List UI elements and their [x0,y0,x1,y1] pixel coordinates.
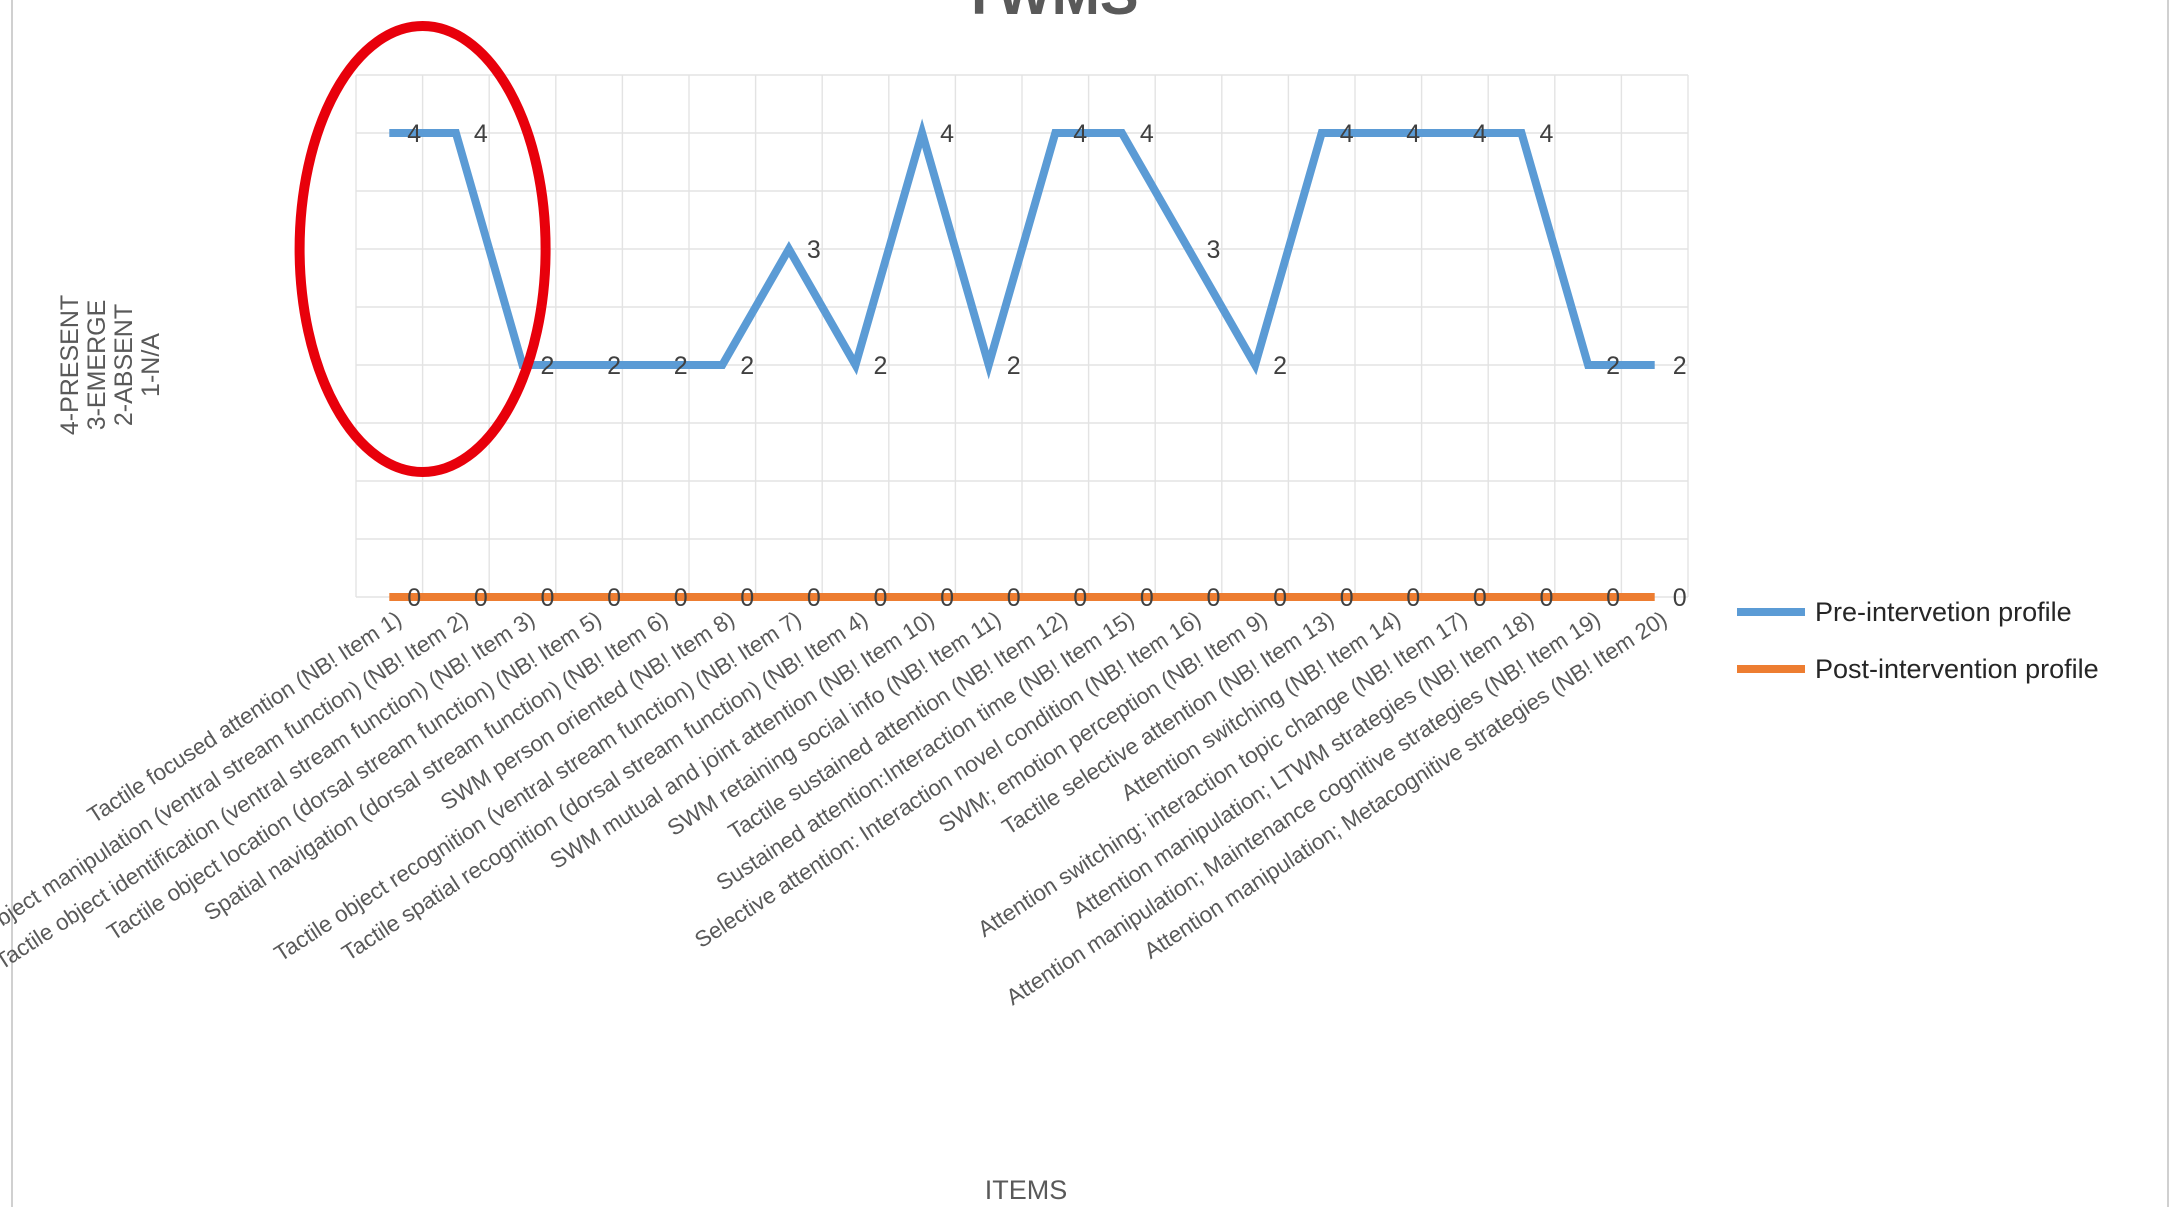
y-axis-label-line: 4-PRESENT [56,295,84,435]
legend: Pre-intervetion profile Post-intervention… [1737,597,2099,684]
data-label: 0 [1406,584,1420,612]
data-label: 2 [541,352,555,380]
data-label: 0 [474,584,488,612]
data-label: 2 [1273,352,1287,380]
data-label: 0 [1207,584,1221,612]
legend-entry: Post-intervention profile [1815,654,2099,684]
data-label: 0 [674,584,688,612]
data-label: 0 [874,584,888,612]
data-label: 0 [1473,584,1487,612]
data-label: 2 [674,352,688,380]
data-label: 2 [607,352,621,380]
y-axis-label-line: 1-N/A [137,333,165,397]
data-label: 2 [1606,352,1620,380]
legend-entry: Pre-intervetion profile [1815,597,2072,627]
data-label: 0 [1340,584,1354,612]
data-label: 0 [1073,584,1087,612]
data-label: 0 [1007,584,1021,612]
data-label: 4 [1540,120,1554,148]
data-label: 4 [1340,120,1354,148]
data-label: 0 [407,584,421,612]
data-label: 0 [1540,584,1554,612]
series [389,118,1655,601]
annotation-ellipse [294,21,551,477]
y-axis-label-line: 2-ABSENT [110,304,138,426]
data-label: 4 [1140,120,1154,148]
data-label: 0 [1606,584,1620,612]
data-label: 0 [1140,584,1154,612]
series-line [389,118,1655,380]
data-label: 4 [1406,120,1420,148]
data-label: 4 [407,120,421,148]
data-label: 2 [1007,352,1021,380]
data-label: 4 [940,120,954,148]
data-label: 4 [474,120,488,148]
data-label: 4 [1073,120,1087,148]
data-label: 4 [1473,120,1487,148]
x-axis-label: ITEMS [985,1175,1068,1205]
data-label: 0 [807,584,821,612]
y-axis-label-line: 3-EMERGE [83,300,111,431]
data-label: 3 [1207,236,1221,264]
data-labels: 4 4 2 2 2 2 3 2 4 2 4 4 3 2 4 4 4 4 2 2 0 0 0 0 0 0 0 0 0 0 0 0 0 0 0 0 0 0 0 0 [407,120,1686,612]
data-label: 2 [874,352,888,380]
grid [355,74,1689,598]
data-label: 3 [807,236,821,264]
data-label: 0 [940,584,954,612]
y-axis-label: 4-PRESENT 3-EMERGE 2-ABSENT 1-N/A [56,295,165,435]
x-tick-labels: Tactile focused attention (NB! Item 1)Ta… [0,606,1671,1010]
data-label: 0 [541,584,555,612]
data-label: 2 [1673,352,1687,380]
annotations [294,21,551,477]
chart-title: TWMS [961,0,1138,27]
data-label: 0 [740,584,754,612]
data-label: 0 [1273,584,1287,612]
x-tick-label: Spatial navigation (dorsal stream functi… [199,606,672,925]
data-label: 0 [607,584,621,612]
data-label: 0 [1673,584,1687,612]
data-label: 2 [740,352,754,380]
